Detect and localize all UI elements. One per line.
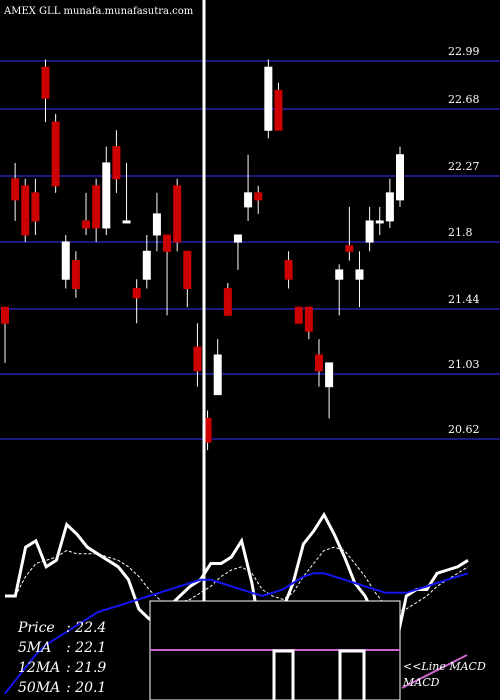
price-level-label: 21.44 [448,293,480,306]
candle-body [112,146,121,180]
candle-body [1,306,9,324]
macd-panel: <<Line MACD MACD [149,600,486,700]
legend-label: 12MA [18,660,60,676]
candle-body [173,185,182,243]
candle-body [21,185,30,236]
candle-body [345,245,354,252]
candles [1,59,404,451]
price-level-label: 22.68 [448,93,480,106]
candle-body [396,154,404,201]
macd-label: <<Line MACD [403,660,486,673]
candle-body [51,121,60,187]
legend-value: : 20.1 [66,680,106,696]
candle-body [132,288,141,299]
candle-body [11,178,20,201]
candle-body [61,241,70,280]
candle-body [92,185,101,229]
candle-body [385,192,394,222]
candle-body [183,250,192,290]
candle-body [294,306,303,324]
legend-label: Price [17,620,55,636]
candle-body [213,354,222,396]
price-level-label: 22.99 [448,45,480,58]
candle-body [163,234,172,252]
candle-body [82,220,91,229]
price-level-label: 21.03 [448,358,480,371]
candle-body [375,220,384,224]
candle-body [284,260,293,280]
candle-body [365,220,374,243]
macd-signal-pulse [272,649,295,700]
candle-body [325,362,334,388]
candle-body [71,260,80,290]
legend-value: : 22.4 [66,620,106,636]
candle-body [41,66,50,99]
candle-body [314,354,323,372]
candle-body [31,192,40,222]
legend-label: 50MA [18,680,60,696]
candle-body [233,234,242,243]
legend-entry-price: Price : 22.4 [17,620,106,636]
candle-body [152,213,161,236]
price-level-label: 20.62 [448,423,480,436]
macd-name: MACD [402,676,440,689]
candle-body [304,306,313,332]
legend-value: : 22.1 [66,640,106,656]
series-line-12ma [4,572,469,695]
legend-value: : 21.9 [66,660,106,676]
price-grid: 22.99 22.68 22.27 21.8 21.44 21.03 20.62 [0,45,500,440]
macd-signal-pulse [338,649,366,700]
candle-body [193,346,202,372]
price-level-label: 22.27 [448,160,480,173]
price-level-label: 21.8 [448,226,473,239]
candle-body [223,288,232,316]
candle-body [355,269,364,280]
legend-label: 5MA [18,640,51,656]
chart-title: AMEX GLL munafa.munafasutra.com [3,6,194,17]
candle-body [264,66,273,131]
legend: Price : 22.4 5MA : 22.1 12MA : 21.9 50MA : 20.1 [17,620,106,696]
legend-entry-50ma: 50MA : 20.1 [18,680,106,696]
series-line-5ma [5,546,469,613]
candle-body [122,220,131,224]
candle-body [244,192,253,208]
legend-entry-12ma: 12MA : 21.9 [18,660,106,676]
candle-body [142,250,151,280]
candle-body [335,269,344,280]
macd-line [401,654,468,689]
legend-entry-5ma: 5MA : 22.1 [18,640,106,656]
candle-body [102,162,111,229]
candle-body [274,89,283,131]
candle-body [254,192,263,201]
